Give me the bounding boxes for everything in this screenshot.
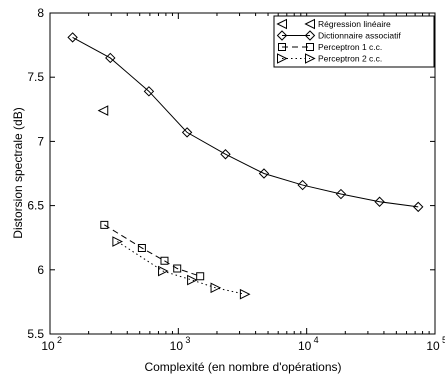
data-point <box>413 201 424 213</box>
series-1 <box>67 32 424 213</box>
plot-series <box>67 32 424 300</box>
data-point <box>112 236 123 247</box>
legend-marker <box>277 53 288 64</box>
legend-marker <box>276 18 287 30</box>
series-line <box>104 224 201 277</box>
data-point <box>374 196 385 207</box>
legend-marker <box>304 18 315 30</box>
data-point <box>173 264 182 273</box>
data-point <box>143 86 155 97</box>
data-point <box>258 168 270 179</box>
y-axis-label: Distorsion spectrale (dB) <box>11 107 25 238</box>
data-point <box>335 188 347 200</box>
series-line <box>72 36 419 208</box>
data-point <box>187 274 198 286</box>
y-tick-label: 7.5 <box>27 70 44 84</box>
y-tick-label: 5.5 <box>27 327 44 341</box>
data-point <box>239 288 251 300</box>
x-tick-label: 10 <box>170 339 184 353</box>
data-point <box>137 243 146 252</box>
legend-label: Régression linéaire <box>318 19 391 29</box>
x-tick-exponent: 2 <box>57 335 62 345</box>
legend-marker <box>305 53 316 64</box>
data-point <box>67 32 78 43</box>
x-tick-label: 10 <box>426 339 440 353</box>
data-point <box>220 149 231 160</box>
legend-label: Perceptron 1 c.c. <box>318 42 382 52</box>
x-tick-exponent: 4 <box>314 335 319 345</box>
legend-marker <box>278 43 286 51</box>
x-tick-label: 10 <box>298 339 312 353</box>
y-tick-label: 8 <box>37 6 44 20</box>
series-3 <box>112 236 251 300</box>
series-line <box>117 241 245 295</box>
data-point <box>297 179 308 191</box>
data-point <box>196 272 205 281</box>
legend-marker <box>304 30 316 41</box>
x-tick-exponent: 5 <box>442 335 445 345</box>
legend-label: Perceptron 2 c.c. <box>318 54 382 64</box>
plot-frame <box>49 12 436 335</box>
data-point <box>97 105 109 116</box>
data-point <box>158 265 169 277</box>
y-tick-label: 6.5 <box>27 199 44 213</box>
legend-label: Dictionnaire associatif <box>318 31 401 41</box>
legend-marker <box>276 30 288 41</box>
data-point <box>100 220 109 229</box>
data-point <box>105 52 116 64</box>
x-axis-label: Complexité (en nombre d'opérations) <box>144 360 341 374</box>
data-point <box>210 282 222 294</box>
series-0 <box>97 105 109 116</box>
data-point <box>160 256 169 265</box>
y-tick-label: 6 <box>37 263 44 277</box>
y-tick-label: 7 <box>37 134 44 148</box>
series-2 <box>100 220 205 281</box>
data-point <box>181 127 193 138</box>
x-tick-exponent: 3 <box>185 335 190 345</box>
legend-marker <box>306 43 314 51</box>
x-tick-label: 10 <box>41 339 55 353</box>
legend: Régression linéaire Dictionnaire associat… <box>273 15 435 68</box>
